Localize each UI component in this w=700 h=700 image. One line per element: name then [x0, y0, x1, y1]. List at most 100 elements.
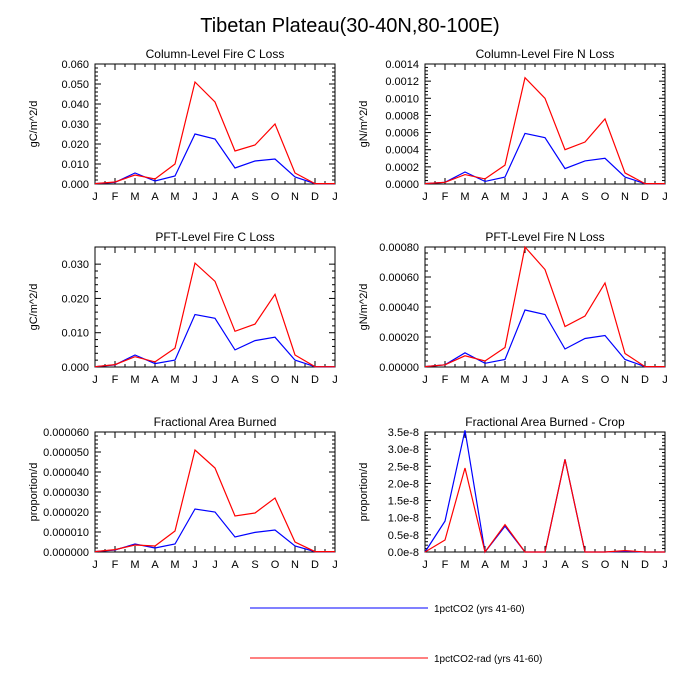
y-tick-label: 2.0e-8 — [388, 478, 419, 490]
y-tick-label: 0.030 — [61, 259, 89, 271]
series-line-1 — [424, 132, 665, 185]
x-tick-label: S — [251, 374, 258, 386]
legend-label-2: 1pctCO2-rad (yrs 41-60) — [434, 654, 542, 665]
series-line-2 — [94, 261, 335, 368]
y-axis-label: proportion/d — [358, 463, 370, 522]
series-line-1 — [94, 508, 335, 553]
x-tick-label: J — [92, 559, 98, 571]
y-tick-label: 0.0012 — [385, 76, 419, 88]
series-line-2 — [424, 76, 665, 185]
y-tick-label: 0.00000 — [379, 362, 419, 374]
x-tick-label: O — [271, 191, 280, 203]
legend-label-1: 1pctCO2 (yrs 41-60) — [434, 604, 525, 615]
x-tick-label: O — [271, 374, 280, 386]
x-tick-label: A — [481, 191, 489, 203]
y-tick-label: 0.0008 — [385, 110, 419, 122]
y-tick-label: 0.00020 — [379, 332, 419, 344]
x-tick-label: O — [601, 191, 610, 203]
x-tick-label: N — [291, 191, 299, 203]
y-tick-label: 0.010 — [61, 159, 89, 171]
x-tick-label: O — [271, 559, 280, 571]
x-tick-label: J — [332, 191, 338, 203]
y-tick-label: 0.000040 — [43, 467, 89, 479]
plot-frame — [94, 431, 336, 553]
y-tick-label: 0.0006 — [385, 128, 419, 140]
x-tick-label: M — [170, 559, 179, 571]
x-tick-label: M — [170, 191, 179, 203]
y-tick-label: 0.040 — [61, 99, 89, 111]
x-tick-label: D — [641, 191, 649, 203]
x-tick-label: J — [192, 191, 198, 203]
y-tick-label: 0.00060 — [379, 272, 419, 284]
y-tick-label: 3.5e-8 — [388, 427, 419, 439]
y-axis-label: gN/m^2/d — [358, 284, 370, 331]
x-tick-label: M — [170, 374, 179, 386]
x-tick-label: F — [442, 374, 449, 386]
x-tick-label: D — [641, 374, 649, 386]
x-tick-label: F — [112, 559, 119, 571]
x-tick-label: A — [151, 191, 159, 203]
series-line-2 — [94, 448, 335, 553]
x-tick-label: A — [561, 191, 569, 203]
x-tick-label: M — [460, 374, 469, 386]
y-tick-label: 0.00040 — [379, 302, 419, 314]
x-tick-label: A — [561, 374, 569, 386]
x-tick-label: M — [500, 191, 509, 203]
panel-title: PFT-Level Fire C Loss — [155, 230, 274, 244]
x-tick-label: A — [231, 559, 239, 571]
y-tick-label: 0.0002 — [385, 162, 419, 174]
y-tick-label: 0.0010 — [385, 93, 419, 105]
x-tick-label: J — [522, 559, 528, 571]
y-tick-label: 0.020 — [61, 139, 89, 151]
y-tick-label: 0.5e-8 — [388, 530, 419, 542]
y-tick-label: 0.000 — [61, 179, 89, 191]
x-tick-label: F — [442, 559, 449, 571]
x-tick-label: J — [662, 374, 668, 386]
x-tick-label: J — [542, 191, 548, 203]
series-line-1 — [424, 430, 665, 554]
figure-title: Tibetan Plateau(30-40N,80-100E) — [200, 15, 499, 37]
plot-frame — [424, 246, 666, 368]
x-tick-label: J — [422, 374, 428, 386]
y-tick-label: 0.010 — [61, 328, 89, 340]
x-tick-label: N — [621, 559, 629, 571]
x-tick-label: J — [92, 191, 98, 203]
y-axis-label: gN/m^2/d — [358, 101, 370, 148]
x-tick-label: J — [422, 559, 428, 571]
y-axis-label: proportion/d — [28, 463, 40, 522]
y-tick-label: 0.000050 — [43, 447, 89, 459]
series-line-1 — [424, 309, 665, 368]
y-tick-label: 0.0000 — [385, 179, 419, 191]
series-line-2 — [424, 459, 665, 554]
x-tick-label: N — [291, 559, 299, 571]
y-tick-label: 1.5e-8 — [388, 496, 419, 508]
plot-frame — [94, 246, 336, 368]
x-tick-label: J — [192, 374, 198, 386]
x-tick-label: A — [231, 374, 239, 386]
x-tick-label: J — [192, 559, 198, 571]
x-tick-label: J — [212, 191, 218, 203]
y-tick-label: 0.00080 — [379, 242, 419, 254]
series-line-1 — [94, 313, 335, 368]
y-tick-label: 0.020 — [61, 293, 89, 305]
x-tick-label: D — [311, 191, 319, 203]
y-axis-label: gC/m^2/d — [28, 101, 40, 148]
x-tick-label: F — [112, 374, 119, 386]
x-tick-label: J — [332, 559, 338, 571]
series-line-2 — [94, 80, 335, 185]
series-line-2 — [424, 245, 665, 368]
plot-frame — [424, 63, 666, 185]
x-tick-label: O — [601, 559, 610, 571]
x-tick-label: D — [311, 559, 319, 571]
y-tick-label: 1.0e-8 — [388, 513, 419, 525]
x-tick-label: F — [442, 191, 449, 203]
x-tick-label: S — [251, 191, 258, 203]
x-tick-label: A — [151, 374, 159, 386]
y-tick-label: 0.000060 — [43, 427, 89, 439]
x-tick-label: A — [231, 191, 239, 203]
